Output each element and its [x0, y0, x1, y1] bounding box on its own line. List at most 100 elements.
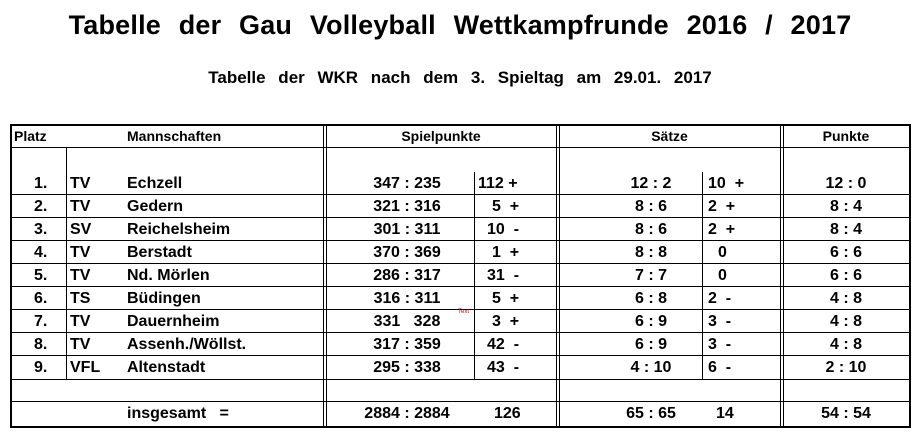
- table-row-5-spielpunkte: 286 : 317: [373, 267, 441, 284]
- row-line: [10, 379, 911, 380]
- table-row-3-name: Reichelsheim: [127, 221, 231, 238]
- header-mannschaften: Mannschaften: [127, 128, 222, 144]
- table-row-7-verein: TV: [70, 313, 91, 330]
- table-row-2-punkte: 8 : 4: [829, 198, 862, 215]
- table-row-7-platz: 7.: [34, 313, 48, 330]
- table-row-8-verein: TV: [70, 336, 91, 353]
- header-spielpunkte: Spielpunkte: [401, 128, 481, 144]
- table-row-6-platz: 6.: [34, 290, 48, 307]
- row-line: [10, 332, 911, 333]
- table-row-1-s-diff: 10 +: [708, 175, 745, 192]
- table-row-6-verein: TS: [70, 290, 91, 307]
- totals-label: insgesamt =: [127, 405, 229, 422]
- table-row-4-spielpunkte: 370 : 369: [373, 244, 441, 261]
- table-row-4-verein: TV: [70, 244, 91, 261]
- table-row-1-saetze: 12 : 2: [630, 175, 672, 192]
- table-row-4-saetze: 8 : 8: [634, 244, 667, 261]
- row-line: [10, 355, 911, 356]
- table-row-3-spielpunkte: 301 : 311: [373, 221, 441, 238]
- table-row-6-s-diff: 2 -: [708, 290, 732, 307]
- totals-punkte: 54 : 54: [821, 405, 871, 422]
- table-row-9-platz: 9.: [34, 359, 48, 376]
- col-divider-spielpunkte-a: [323, 124, 324, 428]
- table-border-right: [909, 124, 911, 428]
- table-row-6-punkte: 4 : 8: [829, 290, 862, 307]
- table-row-5-verein: TV: [70, 267, 91, 284]
- table-row-7-saetze: 6 : 9: [634, 313, 667, 330]
- table-row-4-s-diff: 0: [718, 244, 727, 261]
- row-line: [10, 309, 911, 310]
- document-title: Tabelle der Gau Volleyball Wettkampfrund…: [68, 10, 852, 40]
- table-row-3-s-diff: 2 +: [708, 221, 736, 238]
- table-row-3-saetze: 8 : 6: [634, 221, 667, 238]
- table-row-6-sp-diff: 5 +: [492, 290, 520, 307]
- table-row-8-spielpunkte: 317 : 359: [373, 336, 441, 353]
- col-divider-sp-diff: [474, 172, 475, 380]
- table-row-3-punkte: 8 : 4: [829, 221, 862, 238]
- table-row-1-sp-diff: 112 +: [478, 175, 518, 192]
- table-row-8-saetze: 6 : 9: [634, 336, 667, 353]
- totals-s-diff: 14: [716, 405, 734, 422]
- table-row-2-name: Gedern: [127, 198, 184, 215]
- table-border-top: [10, 124, 911, 126]
- table-row-3-sp-diff: 10 -: [487, 221, 520, 238]
- table-row-9-verein: VFL: [70, 359, 101, 376]
- col-divider-verein: [66, 148, 67, 380]
- table-row-5-sp-diff: 31 -: [487, 267, 520, 284]
- document-subtitle: Tabelle der WKR nach dem 3. Spieltag am …: [208, 68, 712, 87]
- table-row-9-punkte: 2 : 10: [825, 359, 867, 376]
- table-row-9-saetze: 4 : 10: [630, 359, 672, 376]
- table-row-2-platz: 2.: [34, 198, 48, 215]
- table-row-7-punkte: 4 : 8: [829, 313, 862, 330]
- table-row-6-name: Büdingen: [127, 290, 201, 307]
- table-row-8-platz: 8.: [34, 336, 48, 353]
- row-line: [10, 240, 911, 241]
- table-row-3-platz: 3.: [34, 221, 48, 238]
- table-row-4-name: Berstadt: [127, 244, 192, 261]
- col-divider-punkte-a: [780, 124, 781, 428]
- row-line: [10, 194, 911, 195]
- table-row-7-name: Dauernheim: [127, 313, 220, 330]
- table-row-2-spielpunkte: 321 : 316: [373, 198, 441, 215]
- row-line: [10, 401, 911, 402]
- table-row-2-saetze: 8 : 6: [634, 198, 667, 215]
- table-row-2-sp-diff: 5 +: [492, 198, 520, 215]
- col-divider-punkte-b: [783, 124, 784, 428]
- table-row-8-sp-diff: 42 -: [487, 336, 520, 353]
- table-row-5-name: Nd. Mörlen: [127, 267, 210, 284]
- table-row-8-punkte: 4 : 8: [829, 336, 862, 353]
- header-saetze: Sätze: [651, 128, 688, 144]
- table-row-6-saetze: 6 : 8: [634, 290, 667, 307]
- col-divider-saetze-b: [559, 124, 560, 428]
- table-row-9-s-diff: 6 -: [708, 359, 732, 376]
- header-divider: [10, 147, 911, 148]
- table-row-5-platz: 5.: [34, 267, 48, 284]
- table-row-7-sp-diff: 3 +: [492, 313, 520, 330]
- col-divider-spielpunkte-b: [326, 124, 327, 428]
- table-row-1-punkte: 12 : 0: [825, 175, 867, 192]
- table-row-8-name: Assenh./Wöllst.: [127, 336, 247, 353]
- table-row-4-punkte: 6 : 6: [829, 244, 862, 261]
- table-row-1-platz: 1.: [34, 175, 48, 192]
- row-line: [10, 217, 911, 218]
- table-row-2-verein: TV: [70, 198, 91, 215]
- table-row-4-sp-diff: 1 +: [492, 244, 520, 261]
- totals-saetze: 65 : 65: [626, 405, 676, 422]
- totals-sp-diff: 126: [494, 405, 521, 422]
- table-border-left: [10, 124, 12, 428]
- table-row-1-spielpunkte: 347 : 235: [373, 175, 441, 192]
- table-row-9-name: Altenstadt: [127, 359, 206, 376]
- table-row-4-platz: 4.: [34, 244, 48, 261]
- table-row-9-sp-diff: 43 -: [487, 359, 520, 376]
- col-divider-saetze-a: [556, 124, 557, 428]
- table-border-bottom: [10, 426, 911, 428]
- table-row-1-verein: TV: [70, 175, 91, 192]
- table-row-7-spielpunkte: 331 328: [373, 313, 441, 330]
- table-row-7-s-diff: 3 -: [708, 313, 732, 330]
- col-divider-s-diff: [702, 172, 703, 380]
- row-line: [10, 263, 911, 264]
- table-row-8-s-diff: 3 -: [708, 336, 732, 353]
- table-row-6-spielpunkte: 316 : 311: [373, 290, 441, 307]
- table-row-1-name: Echzell: [127, 175, 183, 192]
